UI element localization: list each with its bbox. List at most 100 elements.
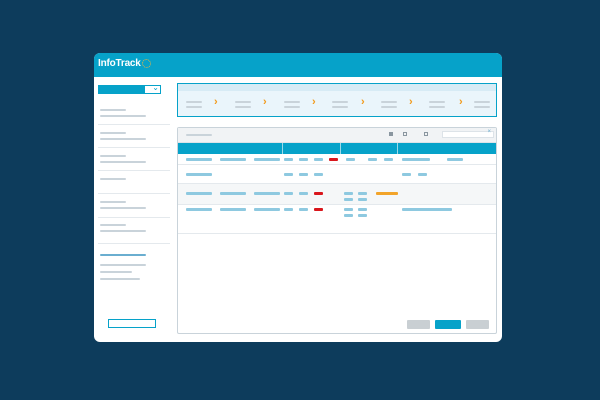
cell [220,158,246,161]
sidebar-item-label [100,109,126,111]
sidebar-item-label [100,132,126,134]
sidebar-item-sublabel [100,230,146,232]
panel-title [186,134,212,136]
progress-steps-header [178,84,496,91]
cell [220,192,246,195]
cell [186,173,212,176]
export-icon[interactable] [389,132,393,136]
cell [254,158,280,161]
cell [299,158,308,161]
cell [447,158,463,161]
status-badge-red [314,208,323,211]
cell [358,198,367,201]
cell [344,208,353,211]
secondary-button[interactable] [466,320,489,329]
sidebar-item-label [100,178,126,180]
cell [220,208,246,211]
top-bar: InfoTrack [94,53,502,77]
step-4-label [332,101,348,103]
checkbox-icon[interactable] [403,132,407,136]
cell [346,158,355,161]
divider [98,170,170,171]
cell [402,208,452,211]
cell [254,208,280,211]
chevron-right-icon: › [214,96,218,108]
sidebar-item-sublabel [100,271,132,273]
step-5-label [381,101,397,103]
cell [358,192,367,195]
status-badge-red [329,158,338,161]
sidebar-item-label [100,155,126,157]
secondary-button[interactable] [407,320,430,329]
cell [402,158,430,161]
checkbox-icon[interactable] [424,132,428,136]
column-separator [282,143,283,154]
cell [368,158,377,161]
sidebar-item-label [100,254,146,256]
cell [284,192,293,195]
cell [344,198,353,201]
cell [299,208,308,211]
results-panel: × [177,127,497,334]
sidebar-item-sublabel [100,138,146,140]
cell [299,173,308,176]
progress-steps: › › › › › › [177,83,497,117]
row-divider [178,164,496,165]
sidebar-item-label [100,201,126,203]
sidebar-item-sublabel [100,278,140,280]
divider [98,243,170,244]
cell [186,208,212,211]
column-separator [340,143,341,154]
row-divider [178,233,496,234]
logo-mark-icon [141,58,151,68]
step-4-sublabel [332,106,348,108]
step-6-label [429,101,445,103]
panel-toolbar: × [178,128,496,143]
logo: InfoTrack [98,58,151,69]
chevron-right-icon: › [361,96,365,108]
cell [358,214,367,217]
step-7-sublabel [474,106,490,108]
row-divider [178,183,496,184]
logo-text: InfoTrack [98,58,141,69]
status-badge-red [314,192,323,195]
sidebar-item-sublabel [100,207,146,209]
step-1-sublabel [186,106,202,108]
app-window: InfoTrack ⌄ [94,53,502,342]
cell [402,173,411,176]
sidebar-select[interactable]: ⌄ [98,83,161,94]
cell [314,158,323,161]
close-icon[interactable]: × [487,129,491,135]
cell [344,214,353,217]
table-row[interactable] [178,184,496,204]
cell [284,208,293,211]
chevron-down-icon: ⌄ [152,83,159,92]
divider [98,147,170,148]
status-badge-orange [376,192,398,195]
cell [186,192,212,195]
step-5-sublabel [381,106,397,108]
column-separator [397,143,398,154]
step-3-label [284,101,300,103]
step-6-sublabel [429,106,445,108]
chevron-right-icon: › [459,96,463,108]
step-2-label [235,101,251,103]
cell [314,173,323,176]
sidebar-item-sublabel [100,161,146,163]
divider [98,193,170,194]
step-1-label [186,101,202,103]
search-input[interactable]: × [442,129,494,138]
row-divider [178,204,496,205]
cell [254,192,280,195]
cell [384,158,393,161]
primary-button[interactable] [435,320,461,329]
cell [284,173,293,176]
cell [344,192,353,195]
chevron-right-icon: › [263,96,267,108]
divider [98,124,170,125]
step-3-sublabel [284,106,300,108]
chevron-right-icon: › [312,96,316,108]
sidebar-action-button[interactable] [108,319,156,328]
cell [358,208,367,211]
cell [284,158,293,161]
